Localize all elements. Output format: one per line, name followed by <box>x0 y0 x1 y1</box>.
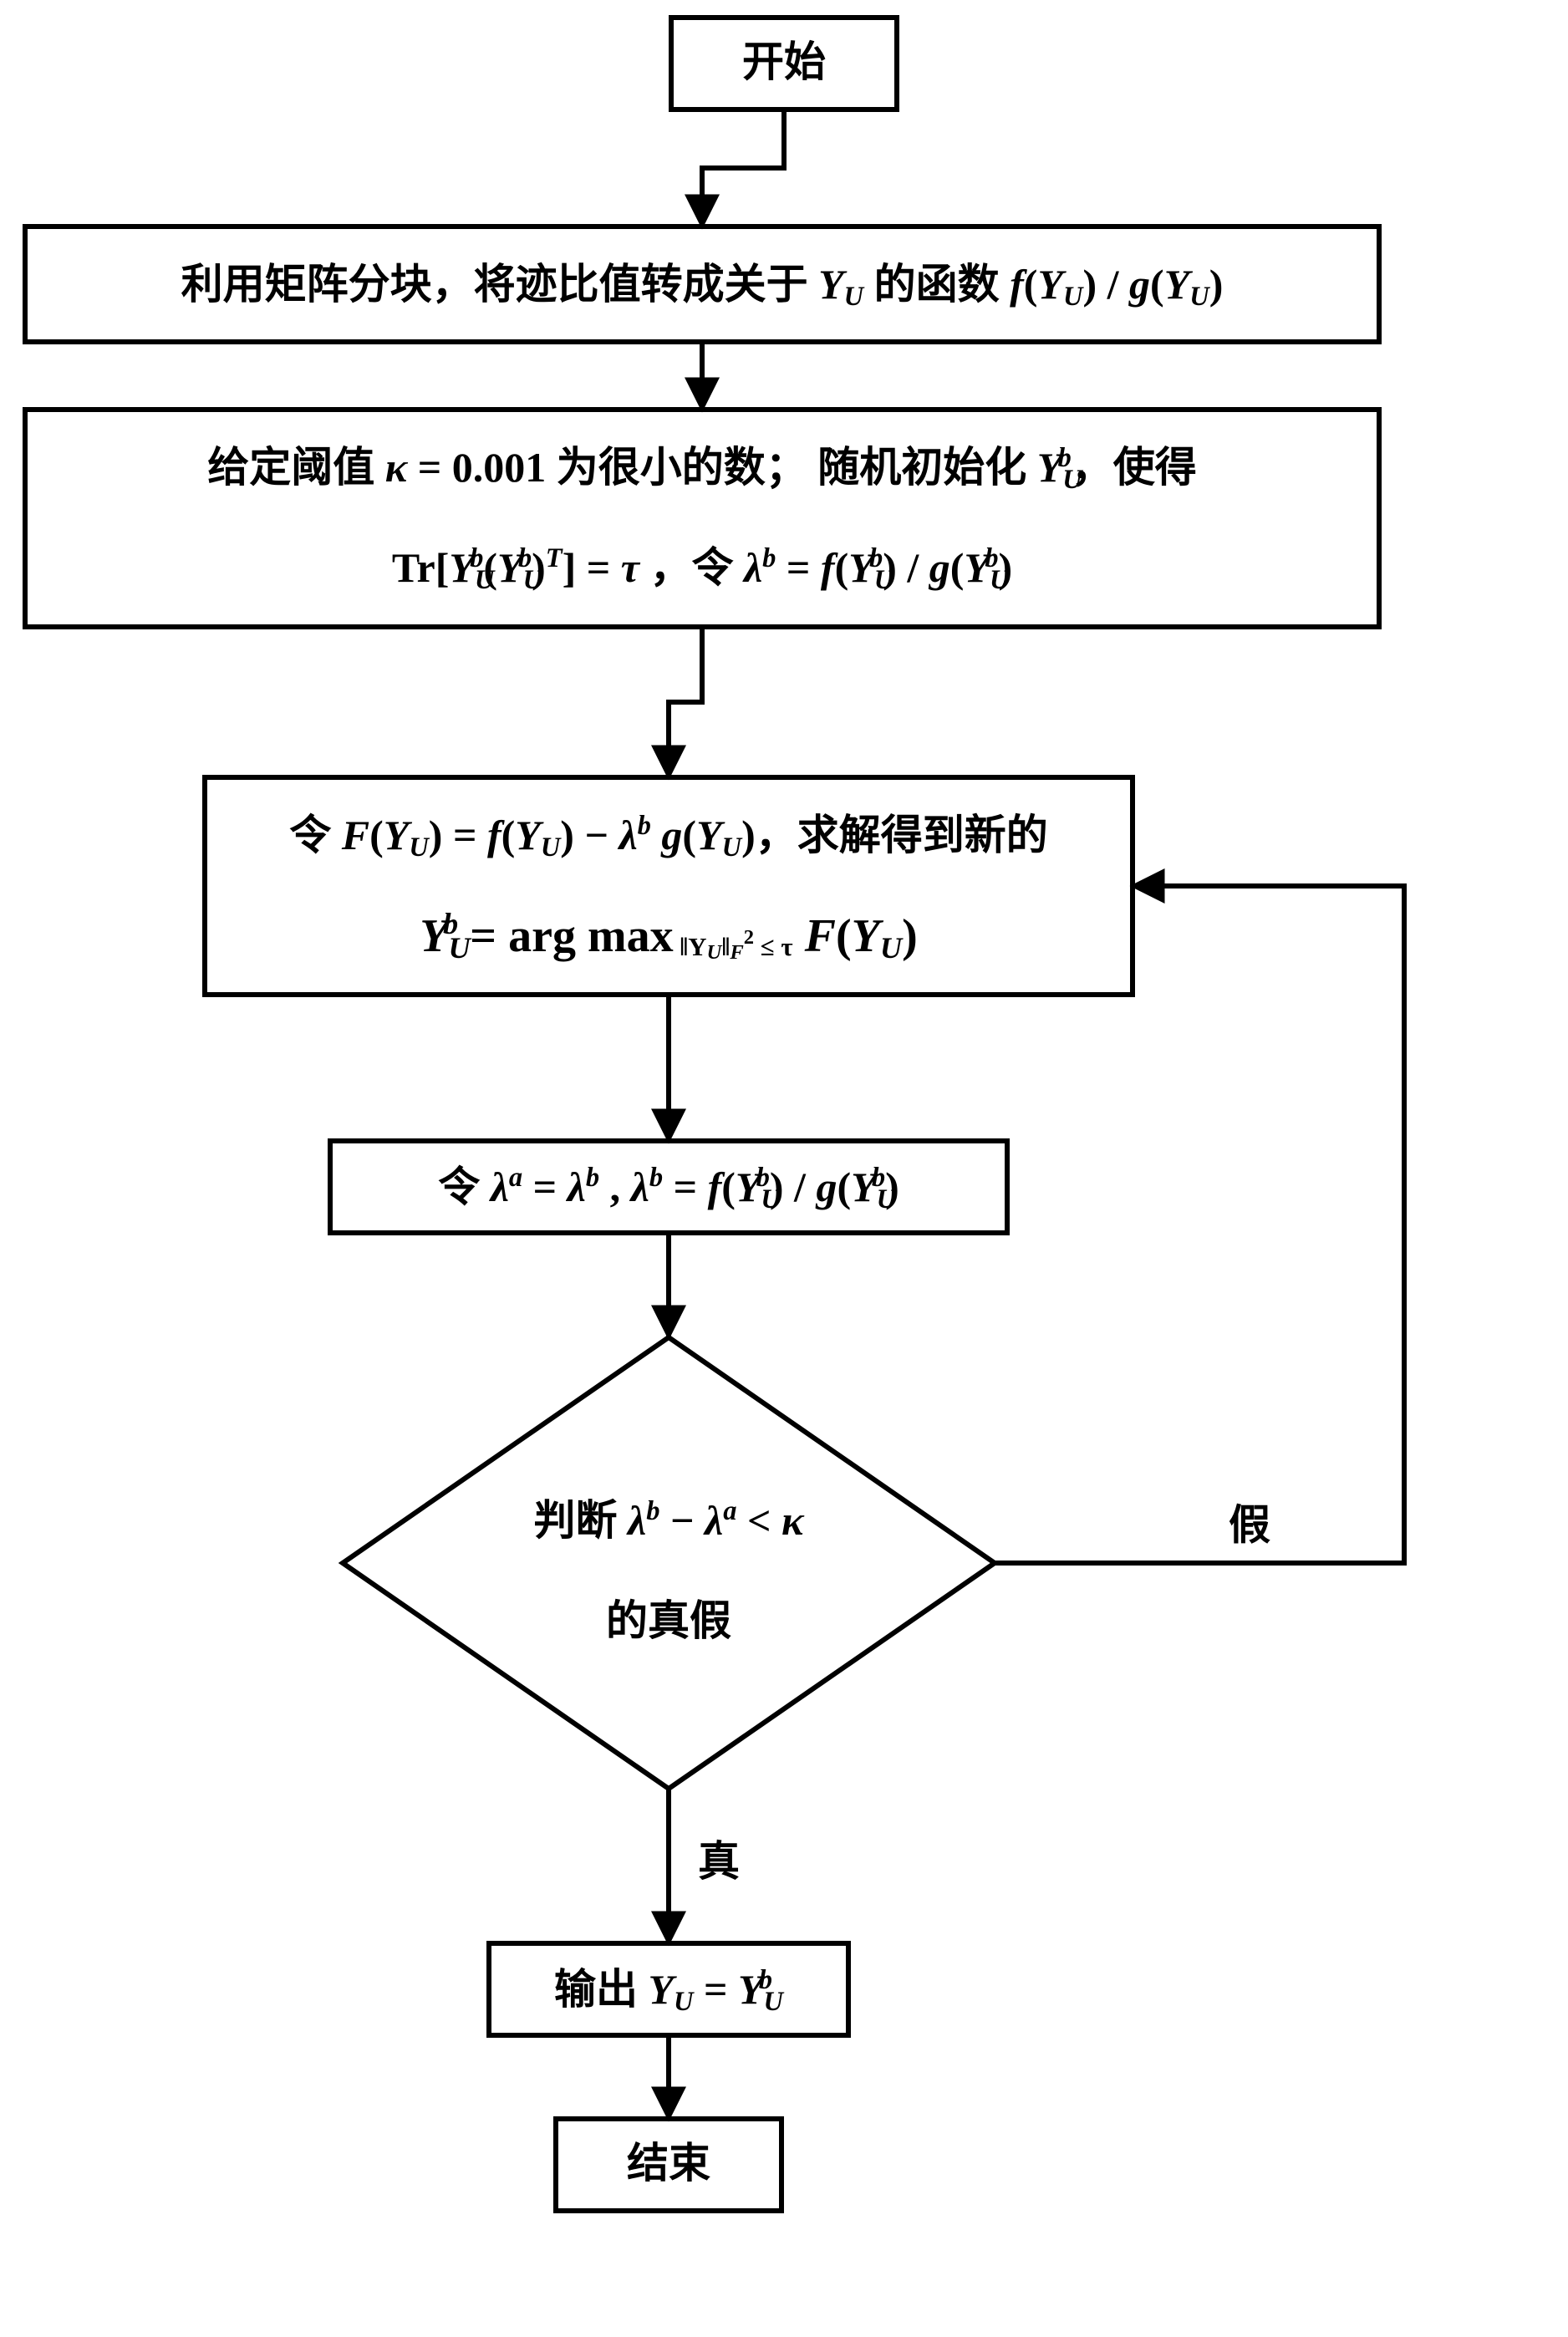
decision-line2: 的真假 <box>606 1597 731 1644</box>
step1-text: 利用矩阵分块，将迹比值转成关于 YU 的函数 f(YU) / g(YU) <box>181 261 1224 312</box>
start-node-label: 开始 <box>742 38 826 85</box>
step2-line2: Tr[YUb(YUb)T] = τ ，令 λb = f(YUb) / g(YUb… <box>392 543 1012 595</box>
step4-text: 令 λa = λb , λb = f(YUb) / g(YUb) <box>438 1163 899 1214</box>
edge-label-label_true: 真 <box>698 1838 740 1885</box>
decision-line1: 判断 λb − λa < κ <box>534 1496 805 1545</box>
step2-line1: 给定阈值 κ = 0.001 为很小的数； 随机初始化 YUb，使得 <box>207 443 1197 495</box>
step3-line1: 令 F(YU) = f(YU) − λb g(YU)，求解得到新的 <box>289 811 1048 863</box>
end-node-label: 结束 <box>627 2140 710 2187</box>
edge-label-label_false: 假 <box>1229 1501 1270 1548</box>
flowchart-canvas: 真 假 开始结束 利用矩阵分块，将迹比值转成关于 YU 的函数 f(YU) / g(Y… <box>0 0 1568 2337</box>
output-text: 输出 YU = YUb <box>554 1965 785 2017</box>
step3-line2: YUb = arg max ‖YU‖F2 ≤ τ F(YU) <box>420 907 918 965</box>
